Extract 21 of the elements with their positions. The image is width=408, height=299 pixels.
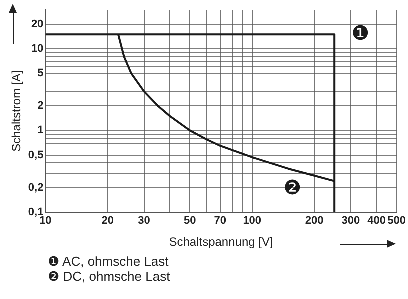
y-tick-label: 0,5 <box>28 149 44 162</box>
x-tick-label: 100 <box>243 215 262 228</box>
y-tick-label: 2 <box>38 100 44 112</box>
x-tick-label: 200 <box>305 215 324 228</box>
x-axis-title: Schaltspannung [V] <box>169 235 274 250</box>
text: ❷ DC, ohmsche Last <box>48 269 172 284</box>
x-tick-label: 400 <box>368 215 386 228</box>
y-axis-title: Schaltstrom [A] <box>10 70 24 152</box>
text: ❶ AC, ohmsche Last <box>48 254 170 269</box>
y-tick-label: 10 <box>31 43 44 56</box>
x-tick-label: 300 <box>342 215 360 228</box>
x-tick-label: 20 <box>102 215 114 228</box>
y-tick-label: 5 <box>38 68 44 80</box>
x-tick-label: 500 <box>388 215 406 228</box>
y-tick-label: 0,2 <box>28 182 44 194</box>
annotation: ❶ <box>352 20 370 45</box>
x-tick-label: 50 <box>184 215 196 228</box>
y-tick-label: 20 <box>31 18 44 30</box>
x-tick-label: 30 <box>138 215 150 228</box>
x-tick-label: 70 <box>214 215 226 228</box>
y-tick-label: 1 <box>38 124 44 137</box>
